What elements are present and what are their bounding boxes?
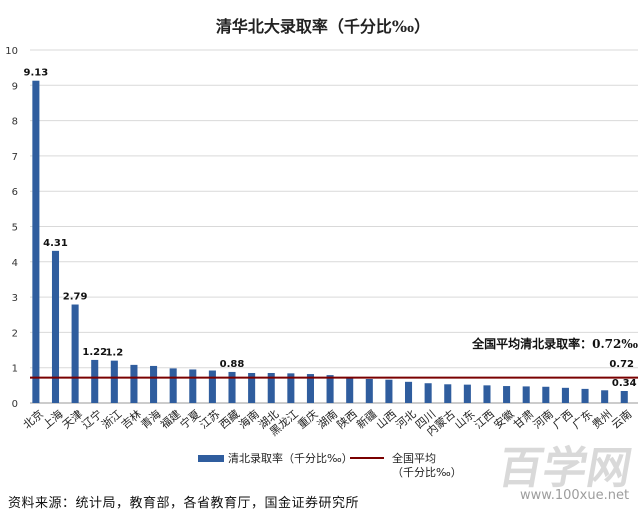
bar [91,359,99,403]
bar [208,370,216,403]
data-label: 0.34 [612,378,637,389]
bar [444,384,452,403]
bar [32,80,40,403]
bar [424,383,432,403]
x-tick-label: 云南 [609,407,634,431]
data-label: 1.2 [105,348,123,359]
bar [522,386,530,403]
bar [463,384,471,403]
bar [601,390,609,403]
y-tick-label: 7 [12,152,18,163]
bar [228,371,236,403]
y-tick-label: 1 [12,364,18,375]
bar [306,374,314,403]
y-tick-label: 4 [12,258,18,269]
bar [404,381,413,403]
bar [620,390,628,403]
source-note: 资料来源：统计局，教育部，各省教育厅，国金证券研究所 [8,496,360,511]
bar [346,378,354,403]
bar [130,364,138,403]
bar [169,368,177,403]
bar-series [32,80,628,403]
y-tick-label: 0 [12,399,18,410]
y-tick-label: 6 [12,187,18,198]
data-labels: 9.13 4.31 2.79 1.221.2 0.88 0.34 [24,68,637,389]
data-label: 0.88 [220,359,245,370]
bar [561,387,569,403]
bar [51,250,60,403]
data-label: 4.31 [43,238,68,249]
bar [110,360,118,403]
bar [385,379,393,403]
average-annotation: 全国平均清北录取率：0.72‰ [471,336,638,351]
watermark-url: www.100xue.net [520,488,630,503]
y-tick-label: 2 [12,328,18,339]
y-tick-label: 9 [12,81,18,92]
bar [542,386,550,403]
data-label: 9.13 [24,68,49,79]
bar [189,369,197,403]
y-tick-label: 3 [12,293,18,304]
bar [483,385,491,403]
data-label: 2.79 [63,292,88,303]
bar [365,378,373,403]
bar [267,372,275,403]
bar [326,375,334,403]
legend-swatch-bars [198,455,224,462]
bar [150,365,158,403]
y-axis-ticks: 0 1 2 3 4 5 6 7 8 9 10 [5,46,18,410]
chart-title: 清华北大录取率（千分比‰） [216,17,430,36]
legend-label-average: 全国平均（千分比‰） [392,451,462,479]
data-label: 1.22 [82,347,107,358]
legend: 清北录取率（千分比‰） 全国平均（千分比‰） [198,451,462,479]
bar [248,372,256,403]
average-value-label: 0.72 [609,359,634,370]
bar [287,373,295,403]
y-tick-label: 10 [5,46,18,57]
y-tick-label: 5 [12,223,18,234]
legend-label-bars: 清北录取率（千分比‰） [228,451,353,465]
bar [581,388,589,403]
bar [503,386,511,403]
y-tick-label: 8 [12,117,18,128]
watermark-logo-text: 百学网 [494,443,636,494]
bar [71,304,79,403]
